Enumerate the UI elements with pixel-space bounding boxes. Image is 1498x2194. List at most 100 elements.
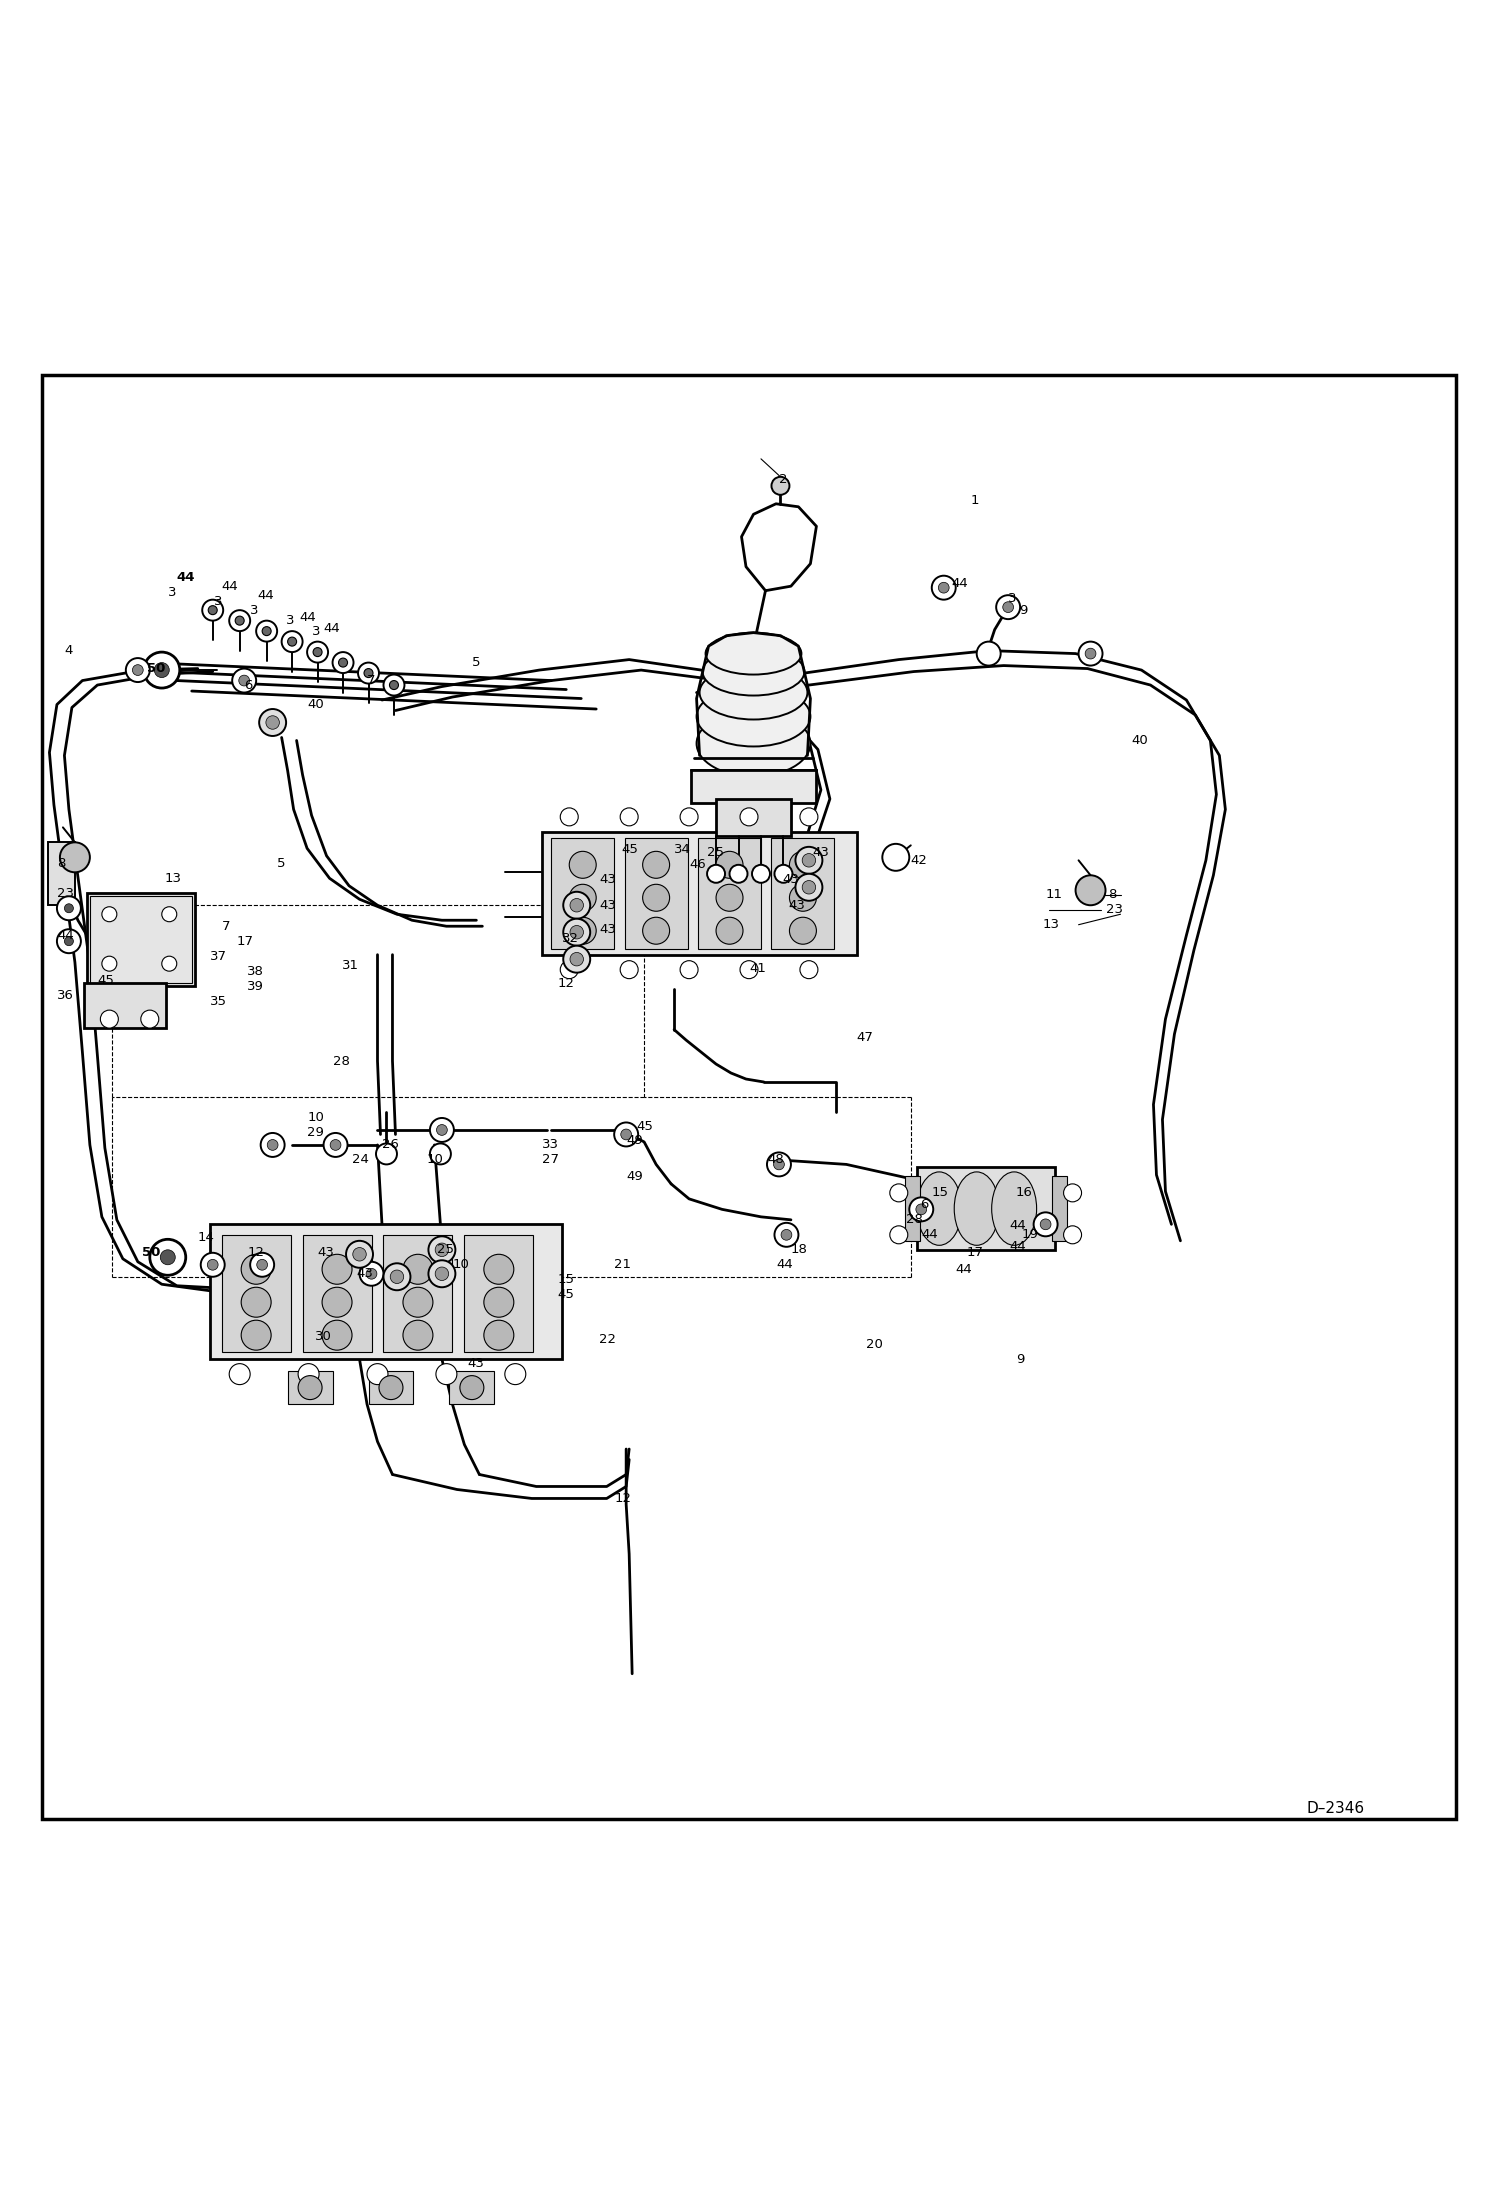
Circle shape bbox=[241, 1255, 271, 1283]
Circle shape bbox=[795, 847, 822, 873]
Circle shape bbox=[620, 961, 638, 979]
Circle shape bbox=[803, 880, 815, 893]
Circle shape bbox=[915, 1205, 927, 1215]
Circle shape bbox=[436, 1126, 448, 1134]
Circle shape bbox=[996, 595, 1020, 619]
Ellipse shape bbox=[706, 632, 801, 674]
Ellipse shape bbox=[697, 711, 810, 777]
Text: 7: 7 bbox=[222, 919, 231, 932]
Circle shape bbox=[569, 952, 584, 965]
Bar bbox=[87, 893, 195, 985]
Ellipse shape bbox=[700, 665, 807, 720]
Text: 17: 17 bbox=[237, 935, 253, 948]
Circle shape bbox=[428, 1259, 455, 1288]
Circle shape bbox=[752, 864, 770, 882]
Text: 15: 15 bbox=[557, 1273, 574, 1286]
Circle shape bbox=[202, 599, 223, 621]
Circle shape bbox=[313, 647, 322, 656]
Text: 3: 3 bbox=[214, 595, 223, 608]
Text: 36: 36 bbox=[57, 989, 73, 1003]
Text: 45: 45 bbox=[637, 1121, 653, 1134]
Circle shape bbox=[324, 1132, 348, 1156]
Text: 10: 10 bbox=[427, 1154, 443, 1167]
Text: 9: 9 bbox=[1016, 1354, 1025, 1365]
Circle shape bbox=[250, 1253, 274, 1277]
Text: 50: 50 bbox=[142, 1246, 160, 1259]
Circle shape bbox=[126, 658, 150, 682]
Circle shape bbox=[207, 1259, 219, 1270]
Circle shape bbox=[643, 884, 670, 911]
Text: 32: 32 bbox=[562, 932, 578, 946]
Circle shape bbox=[267, 1139, 279, 1150]
Text: 40: 40 bbox=[307, 698, 324, 711]
Text: 45: 45 bbox=[557, 1288, 574, 1301]
Circle shape bbox=[154, 663, 169, 678]
Text: 5: 5 bbox=[277, 858, 286, 869]
Text: 27: 27 bbox=[542, 1154, 559, 1167]
Text: 44: 44 bbox=[57, 928, 73, 941]
Circle shape bbox=[141, 1009, 159, 1029]
Circle shape bbox=[64, 904, 73, 913]
Text: 49: 49 bbox=[626, 1134, 643, 1147]
Circle shape bbox=[60, 842, 90, 873]
Circle shape bbox=[882, 845, 909, 871]
Circle shape bbox=[238, 676, 250, 687]
Circle shape bbox=[560, 807, 578, 825]
Text: 10: 10 bbox=[307, 1112, 324, 1126]
Text: 25: 25 bbox=[707, 847, 724, 860]
Text: 12: 12 bbox=[247, 1246, 264, 1259]
Text: 35: 35 bbox=[210, 994, 226, 1007]
Ellipse shape bbox=[917, 1172, 962, 1246]
Bar bbox=[464, 1235, 533, 1352]
Circle shape bbox=[428, 1235, 455, 1264]
Circle shape bbox=[716, 884, 743, 911]
Text: 10: 10 bbox=[452, 1259, 469, 1270]
Circle shape bbox=[298, 1365, 319, 1384]
Circle shape bbox=[434, 1244, 448, 1257]
Circle shape bbox=[680, 961, 698, 979]
Circle shape bbox=[330, 1139, 342, 1150]
Text: 3: 3 bbox=[1008, 592, 1017, 606]
Circle shape bbox=[366, 1268, 377, 1279]
Text: 48: 48 bbox=[767, 1154, 783, 1167]
Circle shape bbox=[430, 1143, 451, 1165]
Circle shape bbox=[358, 663, 379, 685]
Circle shape bbox=[795, 873, 822, 902]
Circle shape bbox=[789, 884, 816, 911]
Circle shape bbox=[57, 897, 81, 919]
Bar bbox=[1052, 1176, 1067, 1242]
Text: 38: 38 bbox=[247, 965, 264, 979]
Circle shape bbox=[890, 1185, 908, 1202]
Circle shape bbox=[389, 1270, 404, 1283]
Text: 3: 3 bbox=[250, 603, 259, 617]
Circle shape bbox=[780, 1229, 792, 1240]
Bar bbox=[383, 1235, 452, 1352]
Circle shape bbox=[1064, 1226, 1082, 1244]
Circle shape bbox=[620, 1130, 632, 1141]
Bar bbox=[551, 838, 614, 948]
Circle shape bbox=[977, 641, 1001, 665]
Circle shape bbox=[150, 1240, 186, 1275]
Circle shape bbox=[389, 680, 398, 689]
Circle shape bbox=[241, 1288, 271, 1316]
Circle shape bbox=[201, 1253, 225, 1277]
Text: 44: 44 bbox=[222, 579, 238, 592]
Circle shape bbox=[771, 476, 789, 496]
Circle shape bbox=[229, 610, 250, 632]
Circle shape bbox=[256, 1259, 268, 1270]
Text: 43: 43 bbox=[357, 1268, 373, 1281]
Bar bbox=[917, 1167, 1055, 1251]
Text: 23: 23 bbox=[1106, 904, 1122, 917]
Circle shape bbox=[307, 641, 328, 663]
Circle shape bbox=[563, 891, 590, 919]
Circle shape bbox=[740, 961, 758, 979]
Text: 49: 49 bbox=[626, 1169, 643, 1183]
Bar bbox=[691, 770, 816, 803]
Circle shape bbox=[383, 674, 404, 695]
Circle shape bbox=[563, 919, 590, 946]
Text: 44: 44 bbox=[1010, 1220, 1026, 1233]
Circle shape bbox=[484, 1288, 514, 1316]
Circle shape bbox=[1064, 1185, 1082, 1202]
Text: 43: 43 bbox=[812, 847, 828, 860]
Text: 15: 15 bbox=[932, 1187, 948, 1200]
